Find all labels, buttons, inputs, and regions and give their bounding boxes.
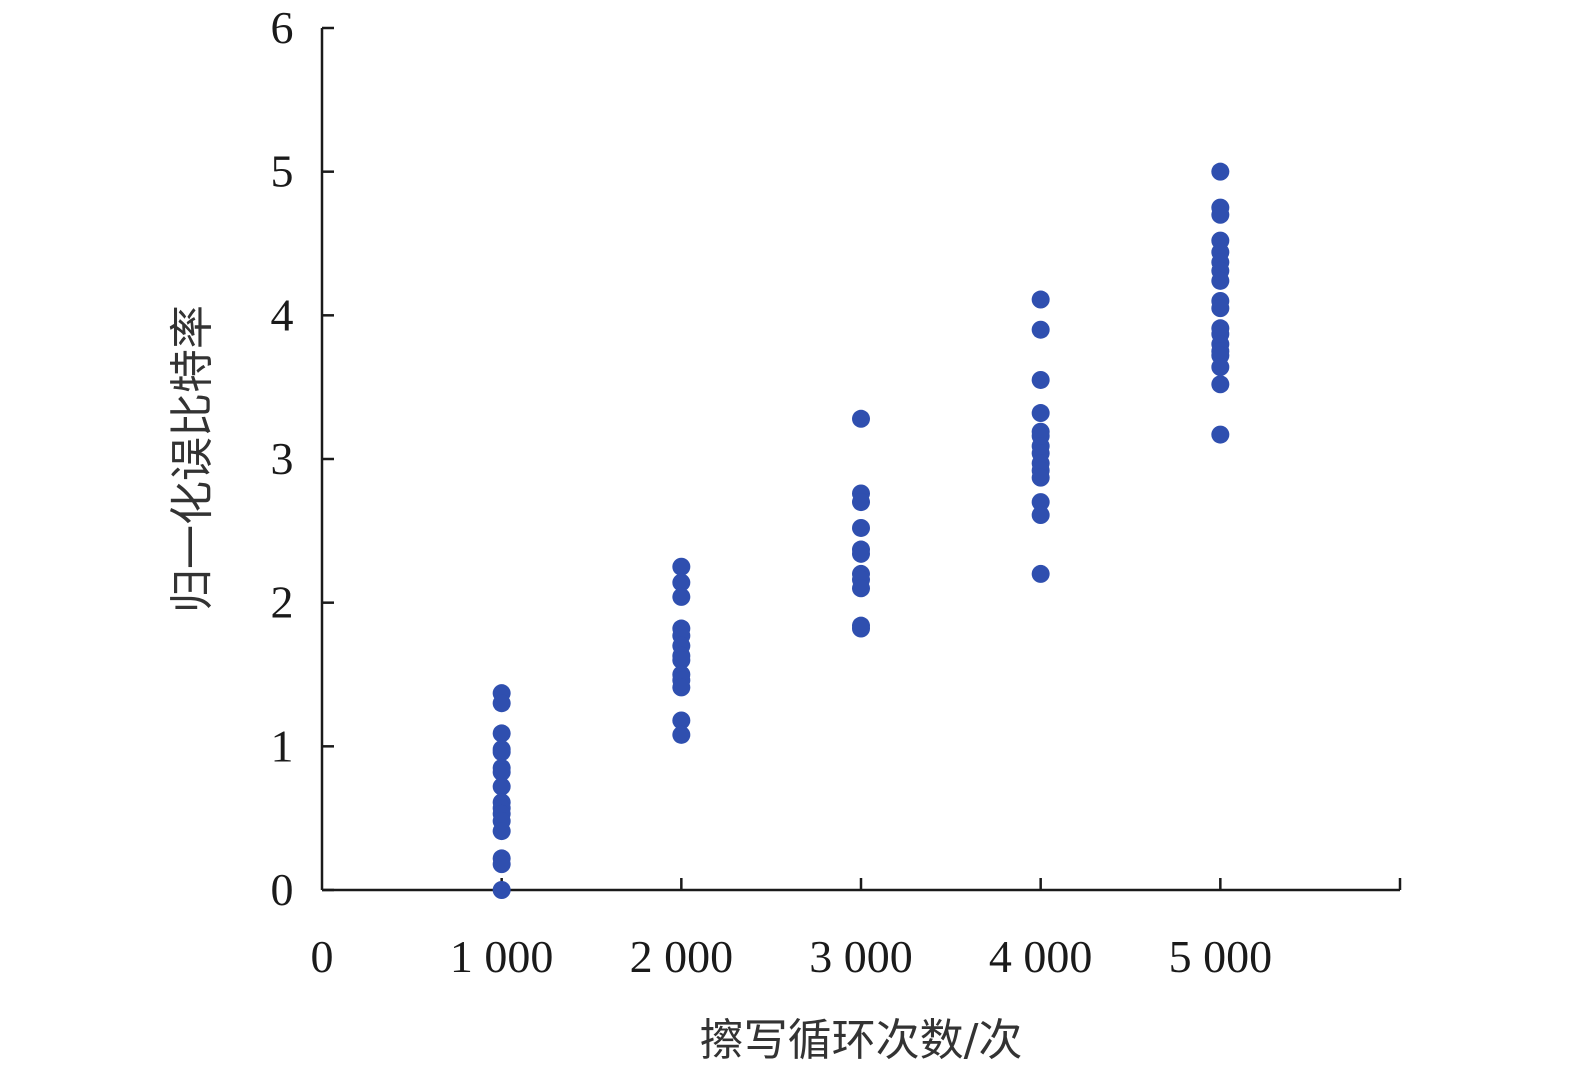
data-point <box>1211 205 1230 224</box>
data-point <box>1031 320 1050 339</box>
data-point <box>492 763 511 782</box>
data-point <box>492 724 511 743</box>
data-point <box>492 822 511 841</box>
data-point <box>672 651 691 670</box>
y-tick-label: 3 <box>271 433 294 484</box>
data-point <box>1031 564 1050 583</box>
x-tick-label: 1 000 <box>450 931 554 982</box>
data-point <box>1031 370 1050 389</box>
y-tick-label: 6 <box>271 2 294 53</box>
data-point <box>492 694 511 713</box>
data-point <box>852 518 870 537</box>
data-point <box>492 743 511 762</box>
data-point <box>492 855 511 874</box>
data-point <box>1031 404 1050 423</box>
axes <box>320 28 1400 892</box>
data-point <box>672 587 691 606</box>
data-points <box>492 162 1230 899</box>
data-point <box>1211 271 1230 290</box>
y-tick-label: 5 <box>271 146 294 197</box>
y-tick-label: 2 <box>271 577 294 628</box>
x-tick-label: 3 000 <box>809 931 913 982</box>
data-point <box>1031 290 1050 309</box>
data-point <box>1211 358 1230 377</box>
data-point <box>1211 425 1230 444</box>
data-point <box>672 678 691 697</box>
data-point <box>1031 468 1050 487</box>
data-point <box>852 544 870 563</box>
data-point <box>492 881 511 899</box>
y-tick-label: 4 <box>271 289 294 340</box>
data-point <box>852 579 870 598</box>
x-axis-title: 擦写循环次数/次 <box>700 1015 1023 1066</box>
data-point <box>1211 299 1230 318</box>
x-tick-label: 4 000 <box>989 931 1093 982</box>
data-point <box>672 725 691 744</box>
data-point <box>1211 162 1230 181</box>
data-point <box>852 619 870 638</box>
data-point <box>492 777 511 796</box>
data-point <box>672 573 691 592</box>
x-tick-label: 0 <box>311 931 334 982</box>
data-point <box>672 557 691 576</box>
data-point <box>852 493 870 512</box>
y-tick-label: 1 <box>271 720 294 771</box>
data-point <box>852 409 870 428</box>
x-ticks: 0 1 000 2 000 3 000 4 000 5 000 <box>311 878 1402 982</box>
data-point <box>1211 375 1230 394</box>
data-point <box>1031 493 1050 512</box>
data-point <box>672 711 691 730</box>
y-axis-title: 归一化误比特率 <box>167 305 218 613</box>
data-point <box>1031 506 1050 525</box>
y-tick-label: 0 <box>271 864 294 915</box>
y-ticks: 0 1 2 3 4 5 6 <box>271 2 334 915</box>
x-tick-label: 5 000 <box>1169 931 1273 982</box>
x-tick-label: 2 000 <box>630 931 734 982</box>
